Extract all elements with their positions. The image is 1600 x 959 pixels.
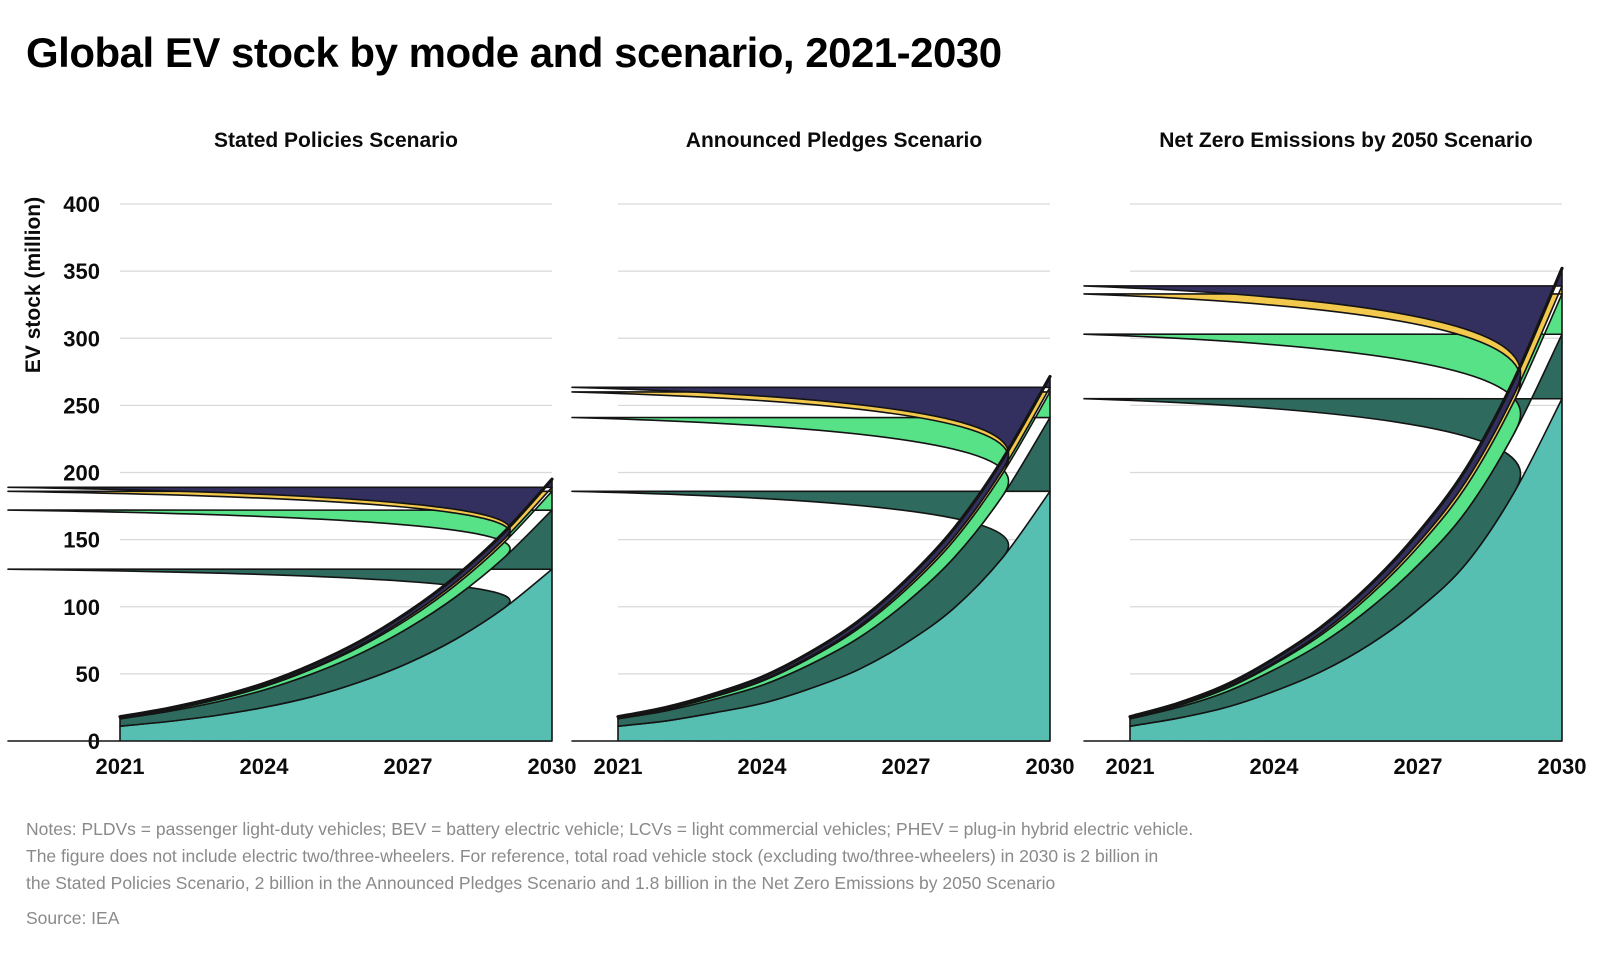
x-tick-label-2030: 2030: [1538, 754, 1587, 779]
total-outline: [118, 477, 554, 719]
total-outline: [1128, 266, 1564, 719]
x-tick-label-2021: 2021: [594, 754, 643, 779]
x-tick-label-2024: 2024: [1250, 754, 1300, 779]
y-tick-label-300: 300: [63, 326, 100, 351]
panel-title-stated-policies: Stated Policies Scenario: [214, 129, 458, 153]
charts-row: Stated Policies Scenario 0 50 100 150 200 250…: [7, 128, 1600, 786]
y-axis-title: EV stock (million): [22, 197, 45, 373]
net-zero-chart: 2021 2024 2027 2030: [1083, 203, 1587, 779]
notes-line-1: Notes: PLDVs = passenger light-duty vehi…: [26, 819, 1194, 840]
x-tick-label-2021: 2021: [96, 754, 145, 779]
x-tick-label-2030: 2030: [1026, 754, 1075, 779]
x-tick-label-2024: 2024: [738, 754, 788, 779]
source-label: Source: IEA: [26, 908, 120, 929]
y-tick-label-250: 250: [63, 394, 100, 419]
x-tick-label-2027: 2027: [882, 754, 931, 779]
x-tick-label-2021: 2021: [1106, 754, 1155, 779]
panel-stated-policies: Stated Policies Scenario 0 50 100 150 200 250…: [7, 128, 576, 786]
panel-announced-pledges: Announced Pledges Scenario 2021 2024 2027 2…: [571, 128, 1076, 786]
panel-title-net-zero: Net Zero Emissions by 2050 Scenario: [1159, 129, 1533, 153]
figure-notes: Notes: PLDVs = passenger light-duty vehi…: [26, 816, 1506, 897]
total-outline: [616, 375, 1052, 719]
y-tick-label-400: 400: [63, 192, 100, 217]
y-tick-label-150: 150: [63, 528, 100, 553]
x-tick-label-2024: 2024: [240, 754, 290, 779]
x-tick-label-2027: 2027: [1394, 754, 1443, 779]
page-title: Global EV stock by mode and scenario, 20…: [26, 29, 1002, 76]
y-tick-label-100: 100: [63, 595, 100, 620]
notes-line-3: the Stated Policies Scenario, 2 billion …: [26, 873, 1056, 894]
x-tick-label-2030: 2030: [528, 754, 577, 779]
x-tick-label-2027: 2027: [384, 754, 433, 779]
y-tick-label-50: 50: [76, 662, 100, 687]
panel-net-zero: Net Zero Emissions by 2050 Scenario 2021…: [1083, 128, 1588, 786]
y-tick-label-350: 350: [63, 259, 100, 284]
y-tick-label-200: 200: [63, 461, 100, 486]
notes-line-2: The figure does not include electric two…: [26, 846, 1159, 867]
panel-title-announced-pledges: Announced Pledges Scenario: [685, 129, 983, 153]
announced-pledges-chart: 2021 2024 2027 2030: [571, 203, 1075, 779]
